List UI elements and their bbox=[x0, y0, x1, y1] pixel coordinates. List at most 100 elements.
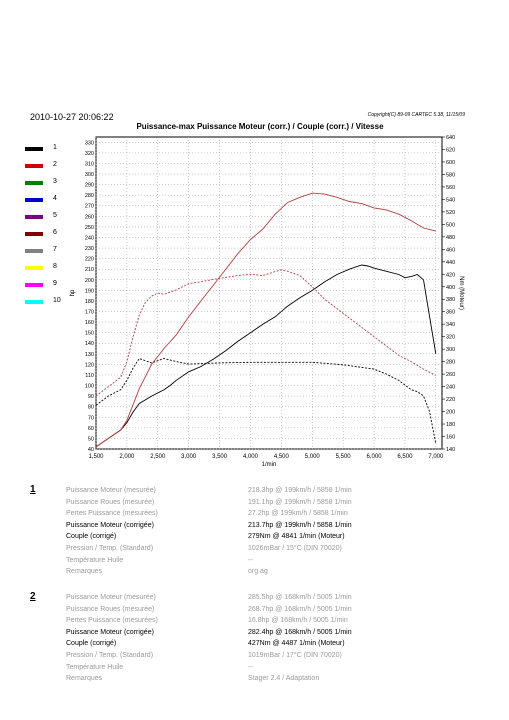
result-label: Température Huile bbox=[66, 556, 124, 564]
result-value: 213.7hp @ 199km/h / 5858 1/min bbox=[248, 521, 352, 529]
y-right-tick-label: 540 bbox=[446, 197, 455, 203]
legend-label: 1 bbox=[53, 144, 57, 151]
legend-label: 2 bbox=[53, 161, 57, 168]
result-value: 1019mBar / 17°C (DIN 70020) bbox=[248, 652, 342, 659]
y-right-tick-label: 600 bbox=[446, 160, 455, 166]
x-tick-label: 5,500 bbox=[336, 454, 352, 460]
result-label: Remarques bbox=[66, 568, 103, 576]
y-right-tick-label: 620 bbox=[446, 147, 455, 153]
y-left-tick-label: 240 bbox=[85, 235, 94, 241]
y-right-tick-label: 260 bbox=[446, 372, 455, 378]
y-left-axis-label: hp bbox=[70, 289, 76, 296]
result-label: Puissance Moteur (mesurée) bbox=[66, 594, 156, 601]
y-left-tick-label: 330 bbox=[85, 140, 94, 146]
y-right-tick-label: 380 bbox=[446, 297, 455, 303]
y-left-tick-label: 90 bbox=[88, 394, 94, 400]
legend-swatch bbox=[25, 283, 43, 287]
y-right-tick-label: 440 bbox=[446, 260, 455, 266]
y-right-tick-label: 460 bbox=[446, 247, 455, 253]
y-right-tick-label: 480 bbox=[446, 235, 455, 241]
y-left-tick-label: 170 bbox=[85, 310, 94, 316]
y-left-tick-label: 100 bbox=[85, 384, 94, 390]
legend-swatch bbox=[25, 147, 43, 151]
y-left-tick-label: 210 bbox=[85, 267, 94, 273]
y-right-tick-label: 640 bbox=[446, 135, 455, 141]
y-left-tick-label: 140 bbox=[85, 341, 94, 347]
dyno-chart: 1,500 2,000 2,500 3,000 3,500 4,000 4,500 5,000… bbox=[70, 135, 464, 468]
series-line-run-1-power bbox=[95, 264, 437, 448]
y-left-tick-label: 60 bbox=[88, 426, 94, 432]
y-right-tick-label: 200 bbox=[446, 410, 455, 416]
y-right-tick-label: 160 bbox=[446, 435, 455, 441]
result-label: Température Huile bbox=[66, 663, 124, 671]
result-value: Stager 2.4 / Adaptation bbox=[248, 675, 320, 683]
legend-label: 6 bbox=[53, 229, 57, 236]
legend-swatch bbox=[25, 266, 43, 270]
y-left-tick-label: 190 bbox=[85, 288, 94, 294]
y-left-tick-label: 180 bbox=[85, 299, 94, 305]
series-line-run-1-torque bbox=[95, 357, 437, 445]
x-tick-label: 4,500 bbox=[274, 454, 290, 460]
result-label: Remarques bbox=[66, 675, 103, 683]
run-number: 2 bbox=[30, 591, 36, 602]
y-left-tick-label: 320 bbox=[85, 151, 94, 157]
result-value: 268.7hp @ 168km/h / 5005 1/min bbox=[248, 605, 352, 613]
plot-frame bbox=[95, 136, 443, 450]
x-tick-label: 6,000 bbox=[367, 454, 383, 460]
y-right-axis-label: Nm (Moteur) bbox=[458, 276, 464, 310]
result-label: Pression / Temp. (Standard) bbox=[66, 652, 154, 659]
y-right-tick-label: 180 bbox=[446, 422, 455, 428]
y-right-tick-label: 400 bbox=[446, 285, 455, 291]
y-left-tick-label: 230 bbox=[85, 246, 94, 252]
y-left-tick-label: 160 bbox=[85, 320, 94, 326]
legend-swatch bbox=[25, 249, 43, 253]
result-value: 191.1hp @ 199km/h / 5858 1/min bbox=[248, 498, 352, 506]
legend-swatch bbox=[25, 215, 43, 219]
y-left-tick-label: 80 bbox=[88, 405, 94, 411]
y-right-tick-label: 280 bbox=[446, 360, 455, 366]
result-value: org ag bbox=[248, 568, 268, 576]
y-right-tick-label: 360 bbox=[446, 310, 455, 316]
result-label: Couple (corrigé) bbox=[66, 640, 117, 648]
result-label: Pertes Puissance (mesurées) bbox=[66, 510, 158, 518]
result-value: 279Nm @ 4841 1/min (Moteur) bbox=[248, 533, 345, 541]
result-value: 285.5hp @ 168km/h / 5005 1/min bbox=[248, 594, 352, 601]
y-right-tick-label: 500 bbox=[446, 222, 455, 228]
result-value: 27.2hp @ 199km/h / 5858 1/min bbox=[248, 510, 348, 518]
y-right-tick-label: 560 bbox=[446, 185, 455, 191]
legend-swatch bbox=[25, 300, 43, 304]
x-tick-label: 3,000 bbox=[181, 454, 197, 460]
legend-swatch bbox=[25, 181, 43, 185]
chart-title: Puissance-max Puissance Moteur (corr.) /… bbox=[136, 122, 384, 131]
y-left-tick-label: 150 bbox=[85, 331, 94, 337]
result-label: Puissance Moteur (corrigée) bbox=[66, 521, 154, 529]
result-label: Puissance Roues (mesurée) bbox=[66, 498, 155, 506]
result-label: Couple (corrigé) bbox=[66, 533, 117, 541]
y-left-tick-label: 270 bbox=[85, 204, 94, 210]
legend-label: 10 bbox=[53, 297, 61, 304]
y-left-tick-label: 280 bbox=[85, 193, 94, 199]
y-left-tick-label: 290 bbox=[85, 183, 94, 189]
y-left-tick-label: 70 bbox=[88, 415, 94, 421]
legend-label: 5 bbox=[53, 212, 57, 219]
x-tick-label: 2,500 bbox=[150, 454, 166, 460]
y-right-tick-label: 300 bbox=[446, 347, 455, 353]
result-label: Pertes Puissance (mesurées) bbox=[66, 617, 158, 625]
report-date: 2010-10-27 20:06:22 bbox=[30, 112, 114, 122]
series-line-run-2-torque bbox=[95, 269, 437, 397]
y-left-tick-label: 260 bbox=[85, 214, 94, 220]
x-tick-label: 7,000 bbox=[428, 454, 444, 460]
series-line-run-2-power bbox=[95, 192, 436, 448]
y-right-tick-label: 580 bbox=[446, 172, 455, 178]
result-label: Puissance Moteur (corrigée) bbox=[66, 628, 154, 636]
y-left-tick-label: 110 bbox=[85, 373, 94, 379]
y-right-tick-label: 240 bbox=[446, 385, 455, 391]
y-left-tick-label: 130 bbox=[85, 352, 94, 358]
x-tick-label: 4,000 bbox=[243, 454, 259, 460]
result-value: 16.8hp @ 168km/h / 5005 1/min bbox=[248, 617, 348, 625]
result-value: 427Nm @ 4487 1/min (Moteur) bbox=[248, 640, 345, 648]
result-value: 218.3hp @ 199km/h / 5858 1/min bbox=[248, 487, 352, 494]
y-right-tick-label: 320 bbox=[446, 335, 455, 341]
y-right-tick-label: 140 bbox=[446, 447, 455, 453]
y-left-tick-label: 310 bbox=[85, 161, 94, 167]
